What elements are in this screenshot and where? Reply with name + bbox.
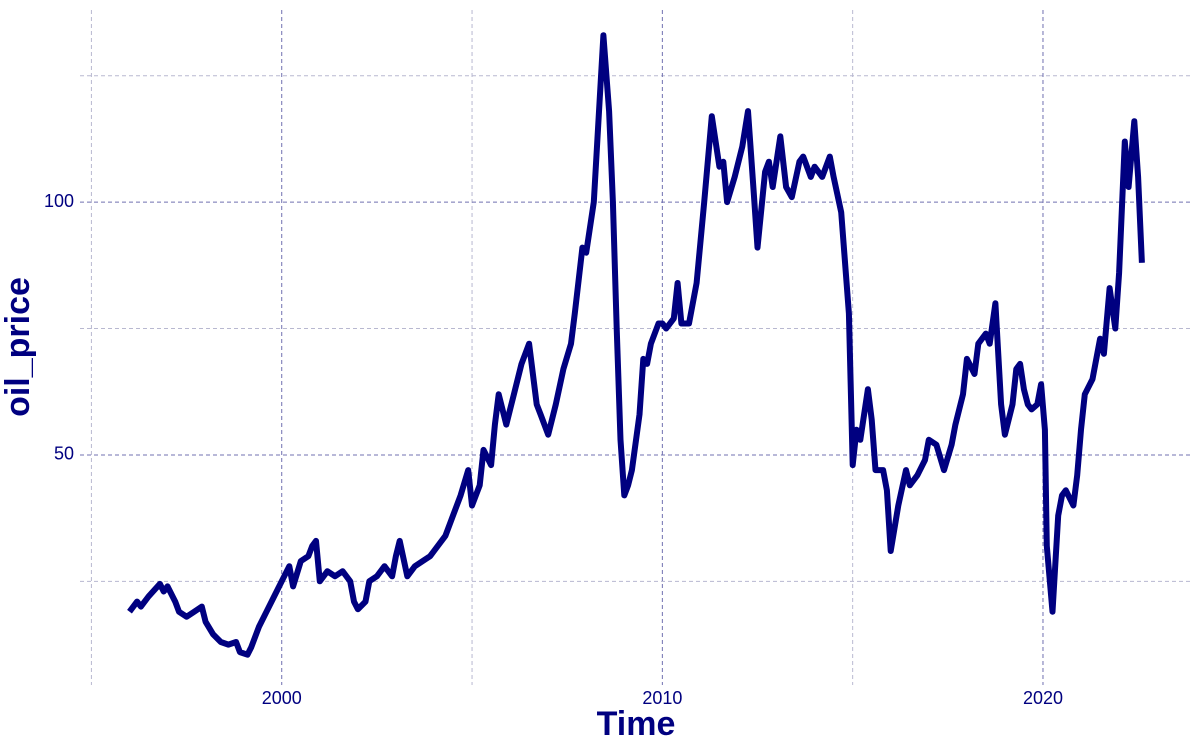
line <box>127 32 1145 658</box>
y-axis-title: oil_price <box>0 277 37 417</box>
y-tick-label: 50 <box>54 444 74 464</box>
x-tick-label: 2010 <box>642 688 682 708</box>
x-tick-label: 2000 <box>262 688 302 708</box>
x-tick-label: 2020 <box>1023 688 1063 708</box>
x-axis-title: Time <box>597 705 676 743</box>
y-tick-label: 100 <box>44 191 74 211</box>
